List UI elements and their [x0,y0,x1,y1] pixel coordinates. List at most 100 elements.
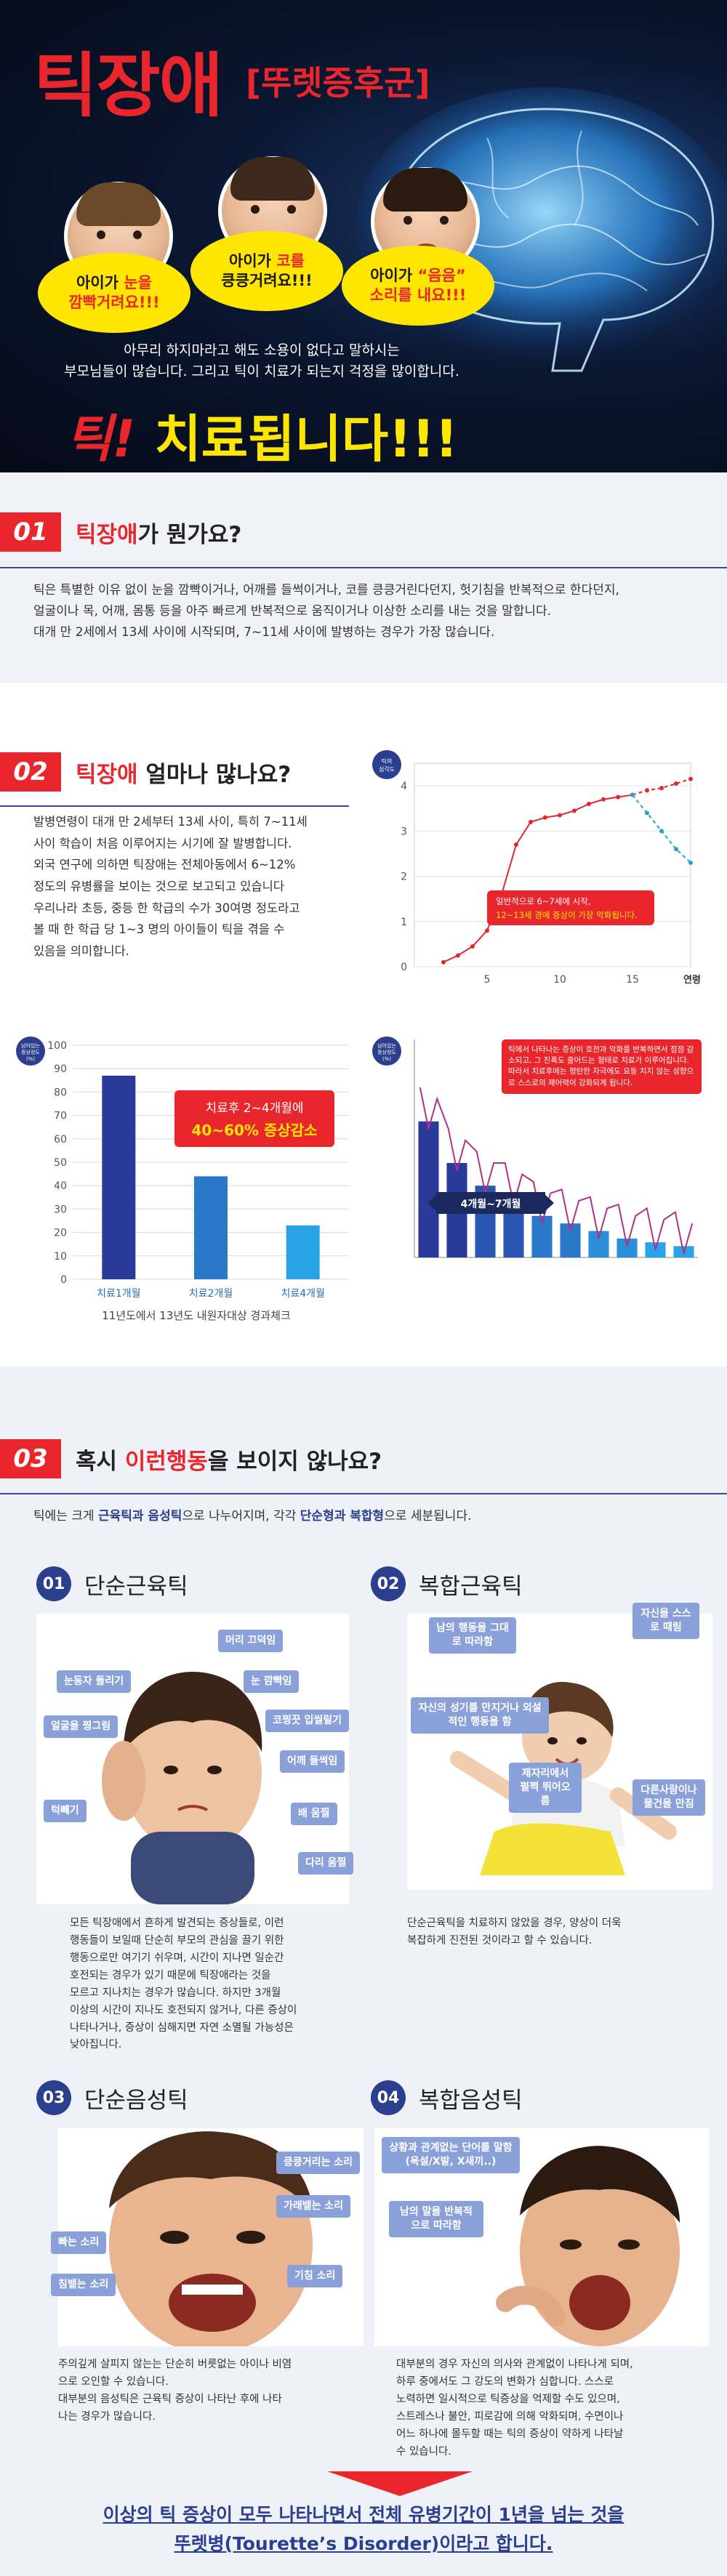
tag-inappropriate-words: 상황과 관계없는 단어를 말함(욕설/X발, X새끼..) [382,2137,520,2173]
section-2-number: 02 [0,752,61,792]
card-complex-vocal-heading: 04 복합음성틱 [371,2080,523,2115]
data-point [558,813,562,818]
data-point [485,928,489,933]
section-1-number: 01 [0,512,61,552]
boy-photo-illustration [36,1614,349,1904]
annotation-box: 틱에서 나타나는 증상이 호전과 악화를 반복하면서 점점 감소되고, 그 진폭… [502,1039,702,1094]
tag-spit-sound: 침뱉는 소리 [51,2274,116,2296]
x-tick-label: 치료2개월 [189,1288,233,1300]
y-axis-label: 틱의 [382,757,393,765]
tag-self-hit: 자신을 스스로 때림 [632,1603,699,1639]
data-point [688,860,693,865]
x-tick-label: 치료4개월 [281,1288,324,1300]
y-axis-label: 증상정도 [377,1049,396,1055]
section-3-intro: 틱에는 크게 근육틱과 음성틱으로 나누어지며, 각각 단순형과 복합형으로 세… [33,1509,472,1524]
card-complex-motor-desc: 단순근육틱을 치료하지 않았을 경우, 양상이 더욱 복잡하게 진전된 것이라고 … [407,1917,622,1947]
x-tick-label: 치료1개월 [97,1288,140,1300]
data-point [645,788,649,793]
data-point [659,786,664,791]
bar [616,1239,638,1257]
y-tick-label: 2 [401,872,407,883]
data-point [456,953,460,958]
tag-chin-jut: 턱빼기 [44,1800,87,1822]
hero-title: 틱장애 [33,45,223,126]
section-1-heading: 01 틱장애가 뭔가요? [0,512,241,552]
x-tick-label: 15 [626,974,639,986]
tag-phlegm-sound: 가래뱉는 소리 [276,2195,351,2218]
plot-area [414,762,691,967]
section-3-divider [0,1493,727,1494]
hero-banner: 틱장애 [뚜렛증후군] 아이가 눈을 깜빡거려요!!! 아이가 코를 킁킁거려요… [0,0,727,472]
tag-face-grimace: 얼굴을 찡그림 [44,1715,119,1738]
tag-leg-twitch: 다리 움찔 [298,1852,354,1875]
badge-line-1: 치료후 2~4개월에 [205,1101,303,1116]
data-point [616,794,620,800]
y-tick-label: 40 [54,1180,67,1192]
data-point [601,797,606,802]
range-arrow-left-icon [427,1194,438,1212]
bar [418,1121,439,1257]
tag-imitate-behavior: 남의 행동을 그대로 따라함 [429,1617,516,1654]
data-point [674,847,678,852]
x-axis-label: 연령 [683,975,701,986]
y-tick-label: 4 [401,781,407,792]
tag-eye-roll: 눈동자 돌리기 [57,1670,132,1693]
y-tick-label: 30 [54,1204,67,1215]
speech-bubble-eye-blink: 아이가 눈을 깜빡거려요!!! [38,253,190,333]
y-tick-label: 60 [54,1134,67,1146]
hero-cta: 틱! 치료됩니다!!! [65,409,459,469]
badge-line-2: 40~60% 증상감소 [191,1122,317,1139]
data-point [688,776,693,781]
range-arrow-right-icon [544,1194,554,1212]
y-axis-label-badge [16,1037,45,1066]
y-tick-label: 10 [54,1251,67,1263]
series-line [632,778,691,796]
fluctuation-line [419,1087,694,1255]
jumping-girl-illustration [407,1614,712,1890]
y-tick-label: 80 [54,1087,67,1098]
complex-vocal-photo [374,2128,709,2346]
tag-sniff-sound: 킁킁거리는 소리 [276,2152,361,2174]
tag-cough-sound: 기침 소리 [287,2265,343,2287]
card-complex-motor-heading: 02 복합근육틱 [371,1566,523,1601]
bar [102,1075,136,1279]
data-point [630,792,635,797]
section-1-divider [0,567,727,568]
annotation-line-2: 12~13세 경에 증상이 가장 악화됩니다. [496,910,638,920]
y-axis-label-badge [372,1037,401,1066]
tag-head-nod: 머리 끄덕임 [218,1630,284,1652]
section-3-number: 03 [0,1439,61,1478]
section-3-heading: 03 혹시 이런행동을 보이지 않나요? [0,1439,382,1478]
y-tick-label: 20 [54,1228,67,1239]
y-tick-label: 100 [47,1040,67,1052]
bar [194,1176,228,1279]
x-tick-label: 10 [553,974,566,986]
data-point [587,802,591,806]
section-prevalence: 02 틱장애 얼마나 많나요? 발병연령이 대개 만 2세부터 13세 사이, … [0,683,727,1367]
data-point [441,959,446,965]
down-arrow-icon [327,2471,473,2496]
series-line [443,794,633,963]
section-2-title: 틱장애 얼마나 많나요? [76,761,292,788]
y-axis-label: 심각도 [379,765,395,773]
y-tick-label: 3 [401,826,407,837]
y-axis-label: 남아있는 [377,1042,396,1049]
badge-box [174,1090,334,1147]
complex-motor-photo [407,1614,712,1890]
section-what-is-tic: 01 틱장애가 뭔가요? 틱은 특별한 이유 없이 눈을 깜빡이거나, 어깨를 … [0,472,727,683]
data-point [572,808,577,813]
hero-description: 아무리 하지마라고 해도 소용이 없다고 말하시는 부모님들이 많습니다. 그리… [64,342,459,380]
chart-caption: 11년도에서 13년도 내원자대상 경과체크 [102,1309,290,1322]
annotation-box [487,890,654,925]
tag-touch-others: 다른사람이나 물건을 만짐 [632,1779,705,1816]
tourette-definition: 이상의 틱 증상이 모두 나타나면서 전체 유병기간이 1년을 넘는 것을 뚜렛… [103,2504,624,2554]
data-point [470,944,475,949]
y-tick-label: 50 [54,1157,67,1169]
card-simple-motor-desc: 모든 틱장애에서 흔하게 발견되는 증상들로, 이런 행동들이 보일때 단순히 부… [70,1917,297,2051]
annotation-text: 틱에서 나타나는 증상이 호전과 악화를 반복하면서 점점 감소되고, 그 진폭… [502,1039,702,1094]
data-point [645,810,649,816]
tag-eye-blink: 눈 깜빡임 [244,1670,300,1693]
section-1-body: 틱은 특별한 이유 없이 눈을 깜빡이거나, 어깨를 들썩이거나, 코를 킁킁거… [33,583,619,640]
